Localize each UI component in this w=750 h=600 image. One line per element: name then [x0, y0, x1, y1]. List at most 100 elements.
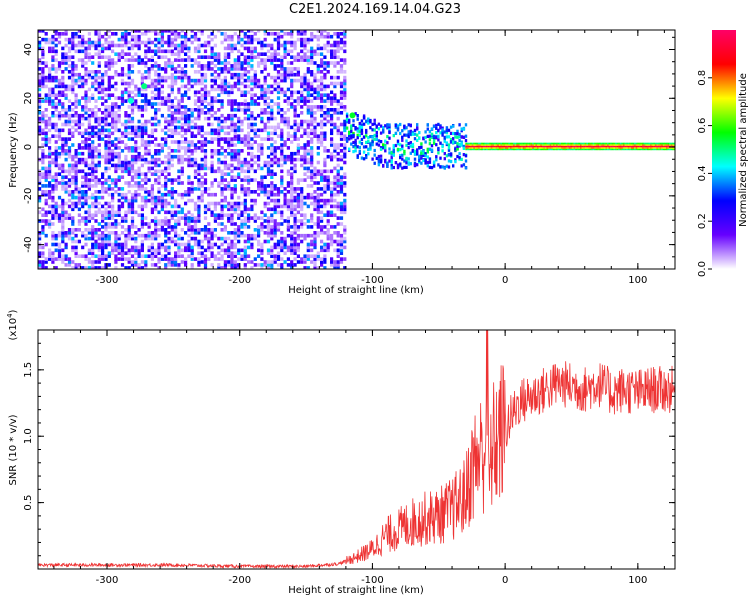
spectrogram-cell — [336, 163, 340, 168]
spectrogram-cell — [257, 134, 261, 138]
spectrogram-cell — [197, 113, 201, 118]
spectrogram-cell — [320, 172, 324, 176]
spectrogram-cell — [330, 34, 334, 39]
spectrogram-cell — [418, 159, 421, 163]
spectrogram-cell — [538, 144, 541, 146]
spectrogram-cell — [290, 178, 294, 182]
spectrogram-cell — [203, 228, 208, 232]
spectrogram-cell — [130, 154, 135, 159]
spectrogram-cell — [330, 233, 334, 238]
spectrogram-cell — [154, 61, 158, 65]
spectrogram-cell — [296, 99, 300, 103]
spectrogram-cell — [213, 219, 217, 223]
spectrogram-cell — [190, 187, 194, 191]
spectrogram-cell — [48, 37, 52, 42]
spectrogram-cell — [270, 163, 274, 168]
spectrogram-cell — [140, 242, 144, 247]
spectrogram-cell — [144, 181, 148, 185]
spectrogram-cell — [223, 75, 227, 80]
spectrogram-cell — [326, 210, 330, 215]
spectrogram-cell — [524, 148, 526, 151]
spectrogram-cell — [54, 37, 58, 42]
spectrogram-cell — [94, 195, 98, 200]
spectrogram-cell — [508, 148, 511, 151]
spectrogram-cell — [350, 142, 353, 146]
spectrogram-cell — [220, 81, 224, 86]
spectrogram-cell — [286, 184, 290, 188]
spectrogram-cell — [193, 102, 198, 106]
spectrogram-cell — [64, 233, 68, 238]
spectrogram-cell — [114, 119, 118, 124]
spectrogram-cell — [111, 204, 115, 209]
spectrogram-cell — [538, 148, 541, 151]
spectrogram-cell — [300, 257, 304, 261]
spectrogram-cell — [57, 154, 62, 159]
spectrogram-cell — [290, 245, 294, 250]
spectrogram-cell — [223, 204, 227, 209]
spectrogram-cell — [352, 119, 355, 123]
spectrogram-cell — [130, 146, 135, 150]
spectrogram-cell — [167, 190, 171, 194]
spectrogram-cell — [207, 90, 211, 95]
spectrogram-cell — [227, 216, 231, 220]
spectrogram-cell — [223, 236, 227, 241]
spectrogram-cell — [549, 142, 552, 145]
spectrogram-cell — [74, 43, 78, 48]
spectrogram-cell — [263, 102, 267, 106]
spectrogram-cell — [213, 52, 217, 56]
spectrogram-cell — [101, 102, 105, 106]
spectrogram-cell — [487, 142, 490, 145]
spectrogram-cell — [67, 108, 72, 112]
spectrogram-cell — [38, 198, 42, 203]
spectrogram-cell — [120, 32, 125, 36]
spectrogram-cell — [120, 160, 125, 165]
spectrogram-cell — [313, 231, 317, 235]
spectrogram-cell — [343, 108, 347, 112]
spectrogram-cell — [203, 137, 208, 141]
spectrogram-cell — [257, 64, 261, 68]
spectrogram-cell — [290, 96, 294, 100]
spectrogram-cell — [127, 248, 131, 253]
spectrogram-cell — [197, 37, 201, 42]
spectrogram-cell — [286, 146, 290, 150]
spectrogram-cell — [180, 49, 184, 54]
spectrogram-cell — [120, 175, 125, 179]
spectrogram-cell — [511, 144, 514, 146]
spectrogram-cell — [509, 147, 512, 149]
spectrogram-cell — [352, 150, 355, 154]
spectrogram-cell — [84, 67, 88, 71]
spectrogram-cell — [111, 154, 115, 159]
spectrogram-cell — [276, 72, 281, 77]
spectrogram-cell — [280, 239, 284, 244]
spectrogram-cell — [300, 30, 304, 33]
spectrogram-cell — [541, 147, 544, 149]
spectrogram-cell — [352, 123, 355, 127]
spectrogram-cell — [290, 251, 294, 255]
spectrogram-cell — [313, 260, 317, 264]
spectrogram-cell — [180, 140, 184, 144]
spectrogram-cell — [77, 75, 81, 80]
spectrogram-cell — [310, 239, 314, 244]
spectrogram-cell — [300, 90, 304, 95]
spectrogram-cell — [306, 140, 310, 144]
spectrogram-cell — [300, 192, 304, 197]
spectrogram-cell — [54, 93, 58, 97]
spectrogram-cell — [230, 242, 234, 247]
spectrogram-cell — [97, 137, 101, 141]
spectrogram-cell — [157, 40, 161, 45]
spectrogram-cell — [388, 159, 391, 163]
spectrogram-cell — [174, 149, 178, 153]
spectrogram-cell — [150, 233, 154, 238]
spectrogram-cell — [390, 151, 393, 155]
spectrogram-cell — [61, 58, 65, 62]
spectrogram-cell — [134, 192, 138, 197]
spectrogram-cell — [84, 228, 88, 232]
spectrogram-cell — [144, 49, 148, 54]
spectrogram-cell — [77, 207, 81, 212]
spectrogram-cell — [177, 87, 181, 92]
spectrogram-cell — [200, 245, 204, 250]
spectrogram-cell — [174, 219, 178, 223]
spectrogram-cell — [67, 151, 72, 156]
spectrogram-cell — [260, 266, 264, 269]
spectrogram-cell — [316, 122, 320, 127]
